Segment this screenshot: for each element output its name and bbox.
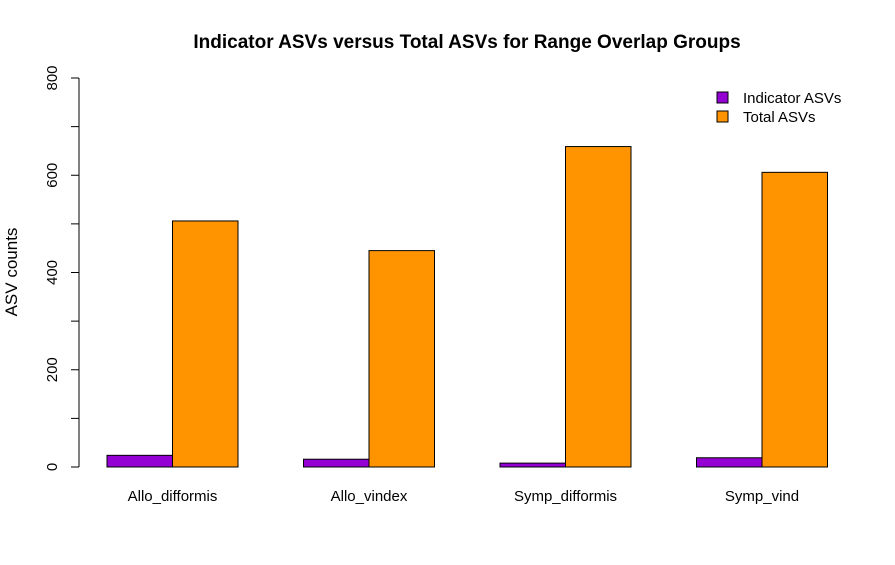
y-tick-label: 200 xyxy=(44,357,61,382)
y-axis: 0 200 400 600 800 xyxy=(44,65,80,471)
y-tick-label: 600 xyxy=(44,163,61,188)
x-axis-labels: Allo_difformis Allo_vindex Symp_difformis S… xyxy=(128,488,799,505)
bar-indicator-asvs xyxy=(303,458,370,468)
legend-swatch xyxy=(716,110,729,123)
legend: Indicator ASVs Total ASVs xyxy=(716,90,841,126)
bar-total-asvs xyxy=(761,171,828,468)
y-tick-label: 0 xyxy=(44,463,61,471)
bar-total-asvs xyxy=(368,250,435,468)
x-tick-label: Allo_vindex xyxy=(331,488,408,505)
bar-total-asvs xyxy=(172,220,239,468)
x-tick-label: Symp_difformis xyxy=(514,488,617,505)
bar-total-asvs xyxy=(565,146,632,468)
legend-label: Indicator ASVs xyxy=(743,90,841,107)
bar-indicator-asvs xyxy=(696,457,763,468)
y-tick-label: 400 xyxy=(44,260,61,285)
chart-title: Indicator ASVs versus Total ASVs for Ran… xyxy=(193,32,740,53)
x-tick-label: Allo_difformis xyxy=(128,488,218,505)
bar-indicator-asvs xyxy=(499,462,566,468)
bars xyxy=(106,146,828,468)
legend-label: Total ASVs xyxy=(743,109,816,126)
bar-indicator-asvs xyxy=(106,454,173,468)
y-tick-label: 800 xyxy=(44,65,61,90)
y-axis-label: ASV counts xyxy=(2,228,21,317)
x-tick-label: Symp_vind xyxy=(725,488,799,505)
legend-swatch xyxy=(716,91,729,104)
